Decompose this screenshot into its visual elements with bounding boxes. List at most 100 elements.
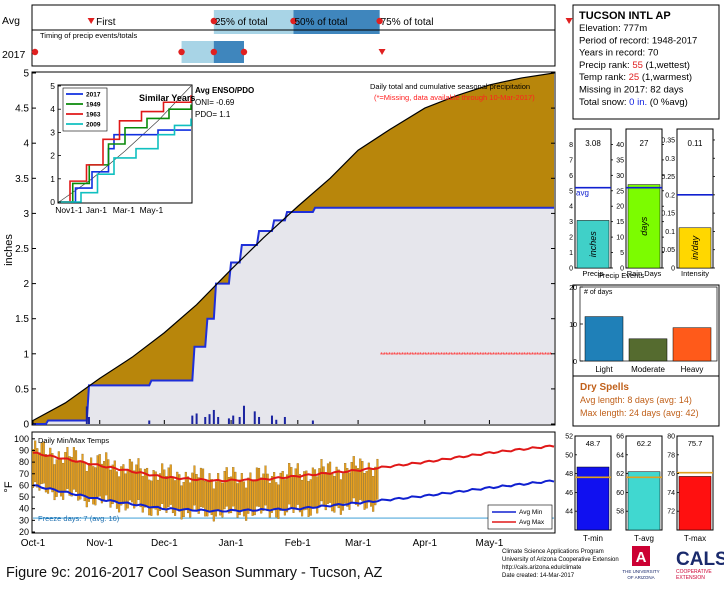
precip-events-bar-heavy [672, 327, 712, 362]
daily-temp-bar [348, 472, 351, 510]
daily-temp-bar [174, 480, 177, 516]
daily-temp-bar [320, 459, 323, 502]
missing-marker: * [393, 351, 396, 360]
precip-panel-y-tick-label: 0 [671, 266, 675, 273]
daily-precip-bar [242, 405, 245, 424]
daily-temp-bar [44, 454, 47, 493]
daily-temp-bar [202, 468, 205, 508]
precip-panel-y-tick-label: 0.15 [661, 211, 675, 218]
daily-temp-bar [118, 476, 121, 513]
missing-marker: * [510, 351, 513, 360]
daily-temp-bar [326, 463, 329, 504]
timing-avg-75-marker [376, 17, 383, 25]
precip-panel-y-tick-label: 20 [616, 204, 624, 211]
dry-spells-max: Max length: 24 days (avg: 42) [580, 408, 699, 418]
cals-text-1: COOPERATIVE [676, 569, 712, 575]
precip-events-plot: 0 10 20 Light Moderate Heavy [569, 285, 718, 374]
missing-marker: * [533, 351, 536, 360]
missing-marker: * [388, 351, 391, 360]
daily-temp-bar [199, 467, 202, 508]
missing-marker: * [544, 351, 547, 360]
daily-temp-bar [49, 447, 52, 489]
precip-panel-label: Precip [582, 269, 603, 278]
missing-marker: * [461, 351, 464, 360]
timing-panel: Avg 2017 Timing of precip events/totals … [2, 4, 593, 67]
precip-panel-y-tick-label: 0.05 [661, 247, 675, 254]
daily-temp-bar [141, 476, 144, 513]
inset-legend-label-2017: 2017 [86, 92, 101, 99]
daily-temp-bar [367, 462, 370, 503]
temp-panel-bar [627, 471, 661, 531]
timing-2017-band-dark [213, 41, 244, 63]
daily-temp-bar [255, 467, 258, 507]
missing-marker: * [396, 351, 399, 360]
daily-temp-bar [131, 461, 134, 503]
missing-marker: * [437, 351, 440, 360]
main-precip-chart: * * * * * * * * * * * * * * * * * * * * * * * * * * * * * * * * * * * * * * * *… [3, 69, 556, 532]
daily-temp-bar [178, 474, 181, 512]
daily-temp-bar [98, 454, 101, 497]
daily-temp-bar [288, 463, 291, 505]
station-line: Elevation: 777m [579, 23, 647, 34]
missing-marker: * [414, 351, 417, 360]
missing-marker: * [403, 351, 406, 360]
station-line-value: 55 [632, 60, 643, 71]
oni-value: ONI= -0.69 [195, 98, 235, 107]
daily-precip-bar [253, 411, 256, 424]
inset-x-tick-label: Nov1-1 [55, 205, 83, 215]
daily-temp-bar [372, 476, 375, 512]
temp-panel-y-tick-label: 50 [565, 452, 573, 459]
missing-marker: * [380, 351, 383, 360]
missing-marker: * [481, 351, 484, 360]
daily-temp-bar [247, 477, 250, 514]
daily-temp-bar [115, 471, 118, 509]
missing-marker: * [458, 351, 461, 360]
daily-temp-bar [341, 473, 345, 511]
precip-events-title: Precip Events [598, 271, 645, 280]
daily-temp-bar [363, 473, 366, 510]
precip-panel-y-tick-label: 5 [569, 188, 573, 195]
precip-panel-y-tick-label: 0.35 [661, 137, 675, 144]
daily-temp-bar [94, 467, 97, 506]
footer-line-2: University of Arizona Cooperative Extens… [502, 557, 619, 563]
daily-temp-bar [214, 481, 218, 517]
daily-temp-bar [124, 473, 127, 511]
precip-events-chart: 0 10 20 Light Moderate Heavy # of days [569, 284, 720, 377]
station-name: TUCSON INTL AP [579, 10, 671, 22]
daily-temp-bar [55, 459, 58, 497]
missing-marker: * [419, 351, 422, 360]
timing-avg-50-marker [290, 17, 297, 25]
timing-avg-75-label: 75% of total [381, 17, 434, 28]
daily-precip-bar [283, 416, 286, 424]
x-tick-label: Feb-1 [285, 538, 312, 549]
enso-title: Avg ENSO/PDO [195, 86, 254, 95]
precip-panel-y-tick-label: 0 [569, 266, 573, 273]
precip-panel-days: 27 days 0 5 10 15 20 25 30 35 40 Rain Days [616, 128, 664, 278]
main-y-tick-label: 2 [23, 279, 29, 290]
temp-plot-area [31, 440, 555, 522]
daily-temp-bar [143, 468, 146, 508]
daily-temp-bar [294, 468, 297, 509]
missing-marker: * [442, 351, 445, 360]
main-y-tick-label: 0 [23, 420, 29, 431]
station-line: Period of record: 1948-2017 [579, 35, 697, 46]
missing-marker: * [409, 351, 412, 360]
inset-legend-label-1963: 1963 [86, 112, 101, 119]
temp-avg-max-line [32, 444, 555, 483]
daily-temp-bar [42, 441, 45, 484]
inset-legend-items: 2017 1949 1963 2009 [66, 92, 101, 129]
timing-2017-25-marker [178, 48, 185, 56]
daily-temp-bar [303, 471, 306, 511]
temp-panel-y-tick-label: 66 [616, 434, 624, 441]
main-y-tick-label: 3.5 [15, 174, 29, 185]
daily-temp-bar [234, 471, 237, 510]
station-line-value: 0 in. [629, 97, 647, 108]
daily-temp-bar [352, 456, 355, 499]
temp-y-tick-label: 20 [19, 527, 29, 537]
inset-legend-label-2009: 2009 [86, 122, 101, 129]
daily-temp-bar [337, 469, 340, 509]
